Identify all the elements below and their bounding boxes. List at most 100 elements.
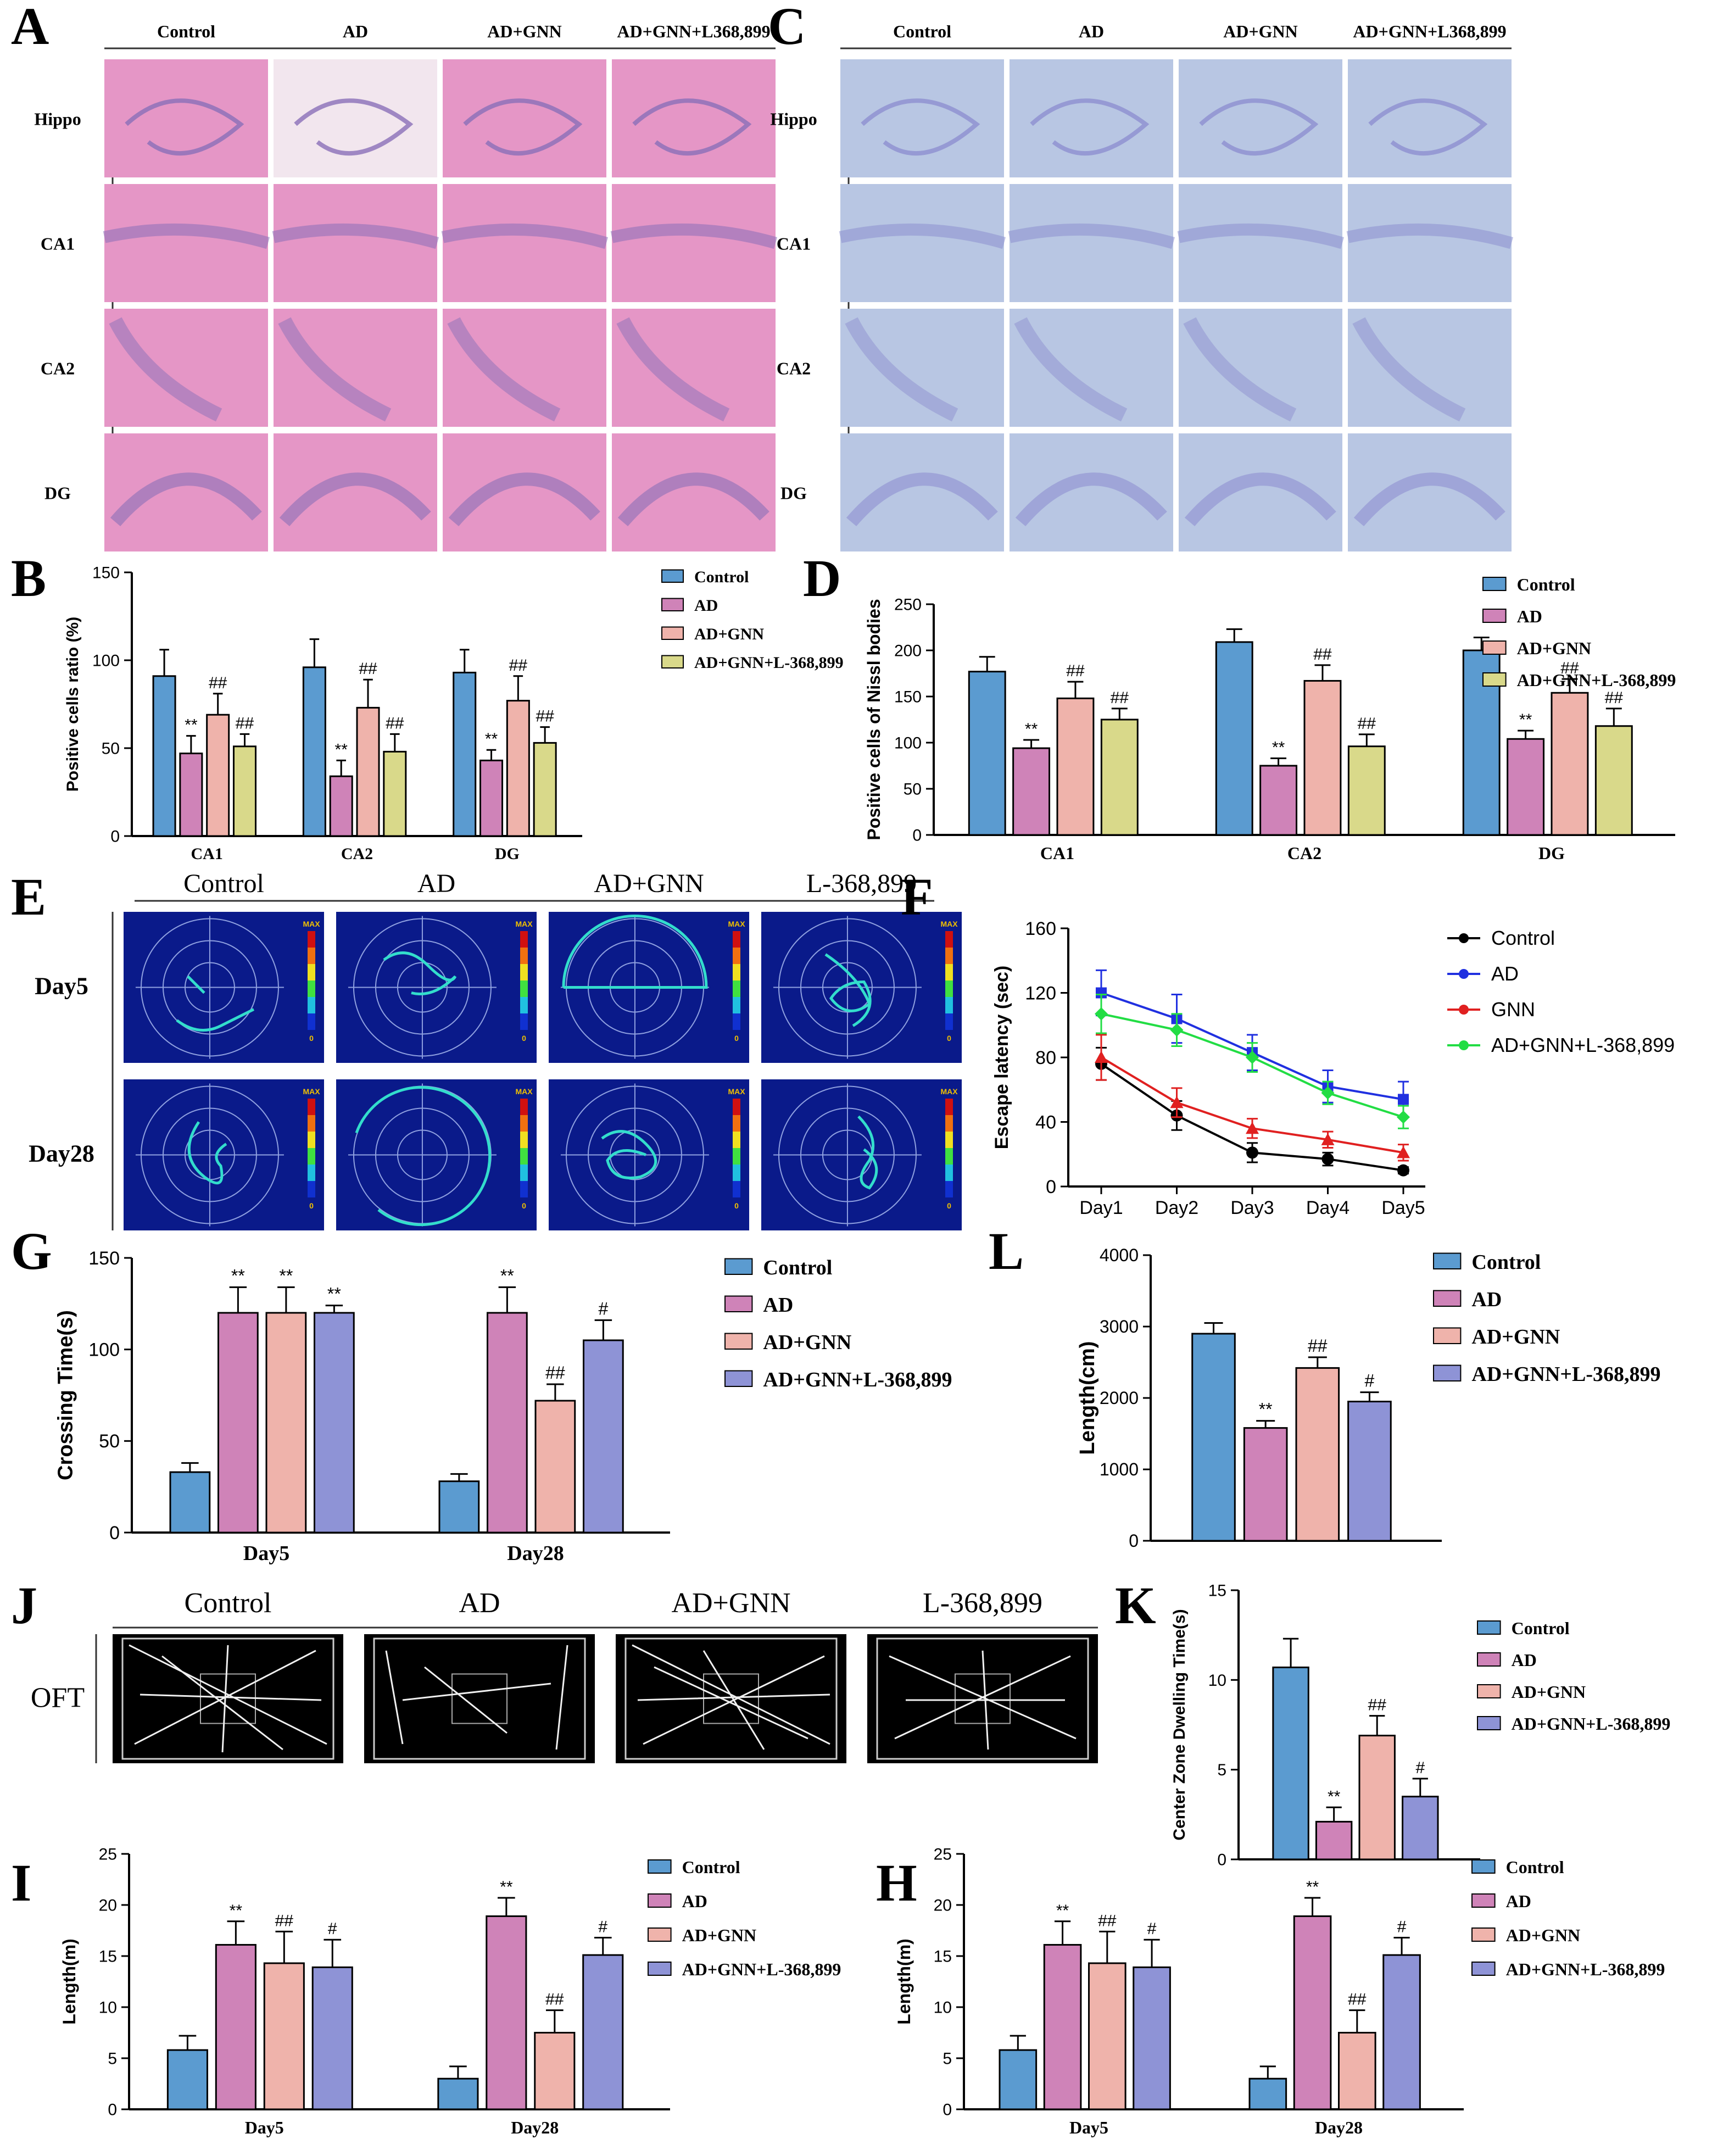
- heat-scale-segment: [733, 1181, 740, 1197]
- heat-scale-segment: [733, 1132, 740, 1148]
- heat-scale-segment: [308, 1181, 315, 1197]
- x-category-label: CA1: [191, 845, 222, 863]
- scale-max-label: MAX: [728, 1087, 745, 1096]
- legend-swatch: [1482, 577, 1507, 591]
- panel-e-tracks: Control AD AD+GNN L-368,899Day5Day28MAX0MAX…: [29, 869, 962, 1230]
- scale-min-label: 0: [734, 1034, 739, 1043]
- data-point: [1246, 1051, 1259, 1064]
- micrograph-tile: [1010, 59, 1173, 177]
- legend-swatch: [1482, 609, 1507, 623]
- micrograph-tile: [612, 59, 776, 177]
- row-label: Hippo: [34, 109, 81, 129]
- x-tick-label: Day5: [1381, 1197, 1425, 1218]
- significance-mark: ##: [1313, 645, 1332, 664]
- swim-path: [176, 975, 255, 1032]
- column-header: AD+GNN: [594, 869, 704, 898]
- significance-mark: **: [1025, 720, 1038, 738]
- legend-label: Control: [1506, 1857, 1564, 1877]
- significance-mark: ##: [359, 660, 377, 678]
- heat-scale-segment: [733, 1099, 740, 1115]
- scale-max-label: MAX: [515, 920, 533, 928]
- significance-mark: ##: [1368, 1696, 1387, 1714]
- column-header: AD+GNN: [1223, 21, 1298, 41]
- data-point: [1321, 1133, 1335, 1145]
- significance-mark: **: [185, 716, 198, 734]
- bar: [534, 2032, 576, 2110]
- micrograph-tile: [1348, 59, 1512, 177]
- legend-label: AD+GNN+L-368,899: [682, 1959, 841, 1979]
- legend-label: AD+GNN: [682, 1925, 757, 1945]
- micrograph-tile: [840, 184, 1004, 302]
- row-label: CA1: [41, 234, 75, 254]
- scale-max-label: MAX: [303, 1087, 320, 1096]
- scale-min-label: 0: [309, 1201, 314, 1210]
- bar: [506, 700, 530, 837]
- bar: [1191, 1333, 1236, 1542]
- significance-mark: **: [1306, 1878, 1319, 1896]
- x-category-label: Day28: [1315, 2118, 1363, 2137]
- y-tick-label: 0: [943, 2101, 952, 2119]
- y-tick-label: 0: [1129, 1531, 1139, 1551]
- ca1-layer: [441, 223, 609, 249]
- column-header: AD: [459, 1587, 500, 1619]
- micrograph-tile: [443, 59, 606, 177]
- row-label: Day5: [35, 973, 88, 1000]
- legend-swatch: [661, 598, 684, 611]
- ca1-layer: [272, 223, 439, 249]
- legend-label: AD+GNN+L-368,899: [1512, 1714, 1671, 1734]
- data-point: [1398, 1094, 1409, 1105]
- legend-label: AD: [694, 597, 718, 615]
- bar: [1259, 765, 1298, 836]
- bar: [486, 1915, 527, 2110]
- ca2-layer: [109, 317, 222, 422]
- row-label: Day28: [29, 1140, 94, 1167]
- micrograph-tile: [1010, 184, 1173, 302]
- significance-mark: #: [1147, 1920, 1157, 1938]
- bar: [1338, 2032, 1376, 2110]
- bar: [265, 1312, 307, 1534]
- heat-scale-segment: [733, 948, 740, 964]
- column-header: L-368,899: [806, 869, 917, 898]
- scale-min-label: 0: [947, 1034, 951, 1043]
- bar: [968, 671, 1006, 836]
- y-tick-label: 80: [1035, 1048, 1056, 1068]
- scale-min-label: 0: [947, 1201, 951, 1210]
- track-plot: MAX 0: [336, 1079, 537, 1230]
- legend-label: AD: [682, 1891, 707, 1911]
- bar: [356, 706, 380, 837]
- legend-label: AD+GNN: [1517, 638, 1592, 658]
- legend-swatch: [648, 1859, 672, 1874]
- arena-border: [876, 1637, 1089, 1760]
- x-category-label: CA2: [1287, 843, 1321, 863]
- arena-border: [624, 1637, 838, 1760]
- bar: [1551, 692, 1589, 836]
- legend-swatch: [724, 1370, 753, 1387]
- y-tick-label: 5: [108, 2050, 117, 2068]
- legend-marker: [1459, 969, 1469, 979]
- legend-label: AD+GNN: [1471, 1325, 1560, 1349]
- micrograph-tile: [840, 433, 1004, 551]
- bar: [329, 775, 353, 837]
- legend-label: AD: [1517, 606, 1542, 626]
- legend-swatch: [648, 1893, 672, 1908]
- bar: [999, 2049, 1038, 2110]
- legend-swatch: [724, 1333, 753, 1350]
- movement-path: [385, 1645, 568, 1750]
- panel-letter-c: C: [768, 0, 806, 55]
- bar: [1243, 1427, 1288, 1542]
- bar: [179, 753, 203, 837]
- significance-mark: ##: [1098, 1912, 1117, 1930]
- legend-label: AD+GNN: [763, 1331, 851, 1354]
- track-plot: MAX 0: [549, 1079, 749, 1230]
- legend-swatch: [724, 1295, 753, 1312]
- y-tick-label: 3000: [1100, 1317, 1139, 1336]
- panel-a-grid: Control AD AD+GNN AD+GNN+L368,899 Hippo CA1 CA…: [34, 21, 778, 551]
- row-label: DG: [780, 483, 807, 503]
- bar: [453, 671, 477, 837]
- scale-min-label: 0: [522, 1034, 526, 1043]
- heat-scale-segment: [733, 997, 740, 1013]
- y-tick-label: 0: [110, 828, 120, 846]
- significance-mark: ##: [209, 674, 227, 692]
- heat-scale-segment: [308, 1165, 315, 1181]
